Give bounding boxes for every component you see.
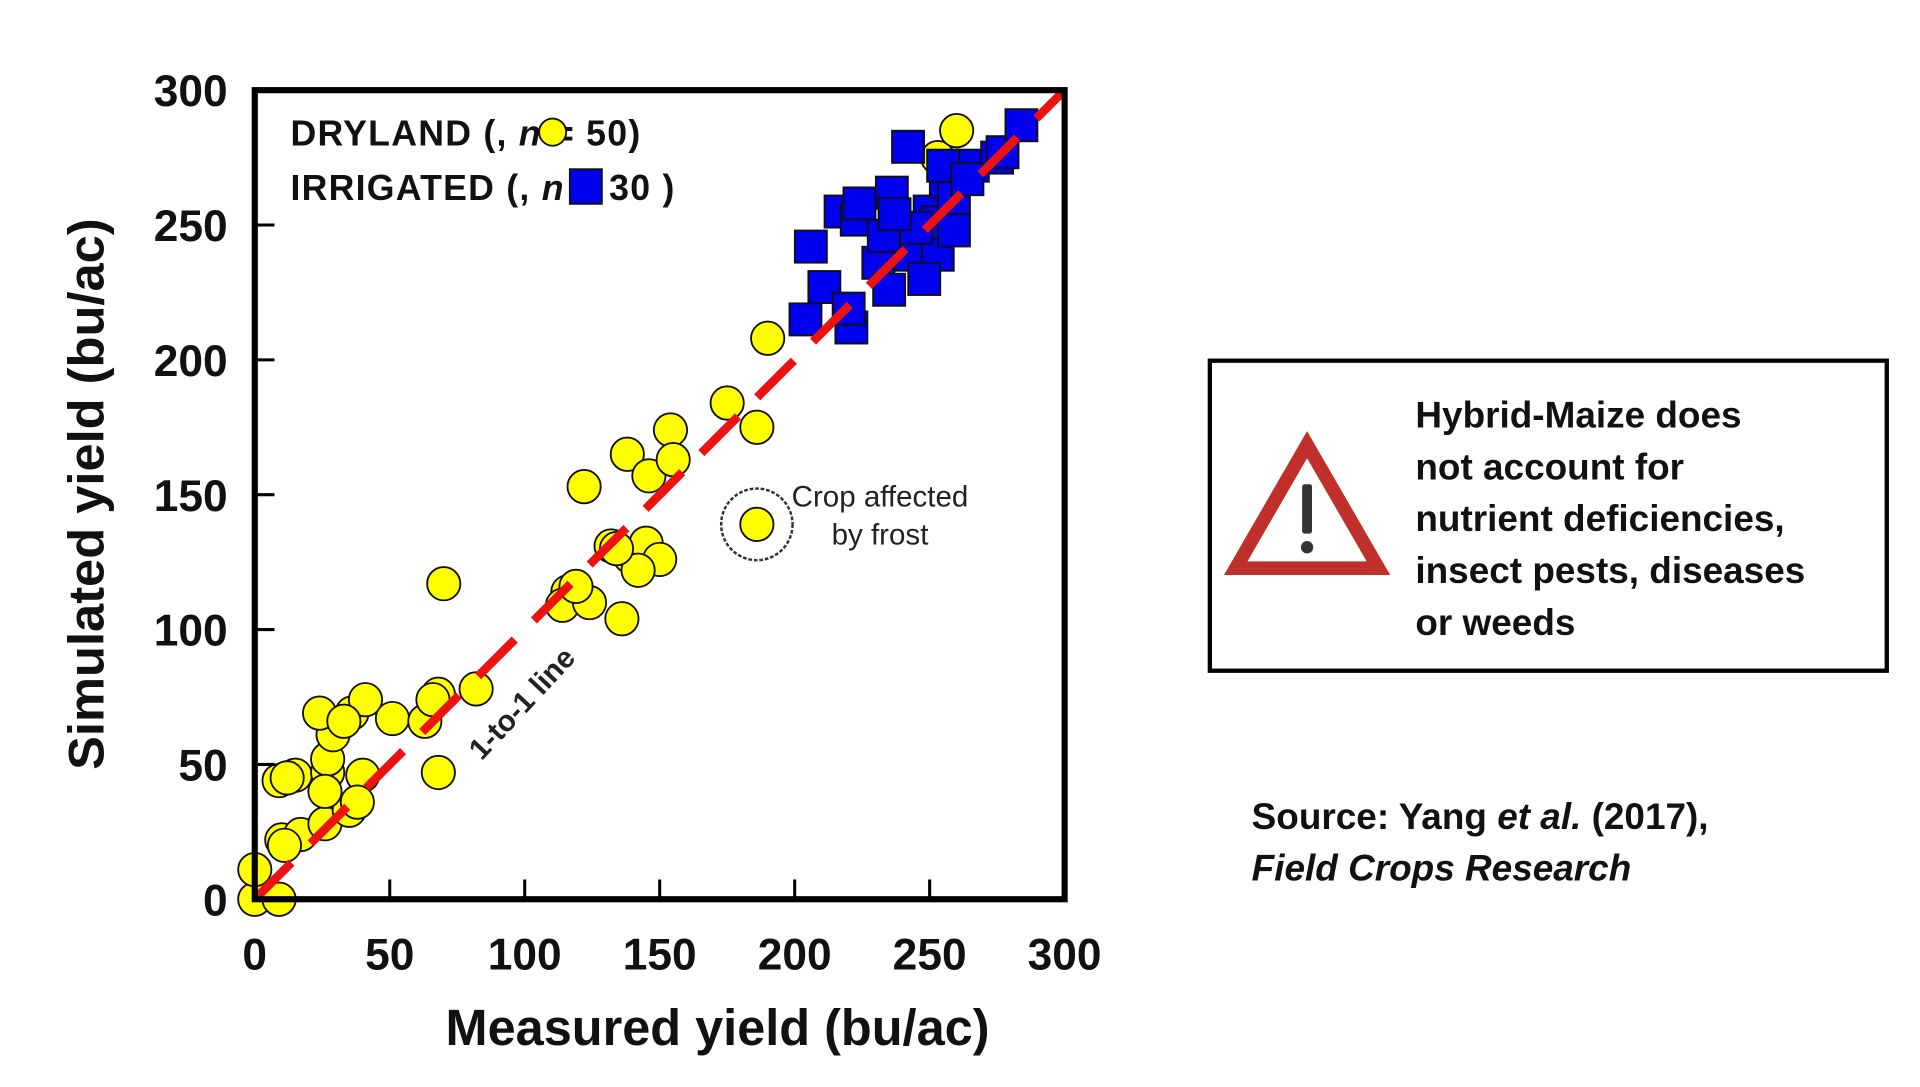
y-tick-label: 300 [154, 67, 228, 116]
legend-dryland-label: DRYLAND [290, 114, 472, 154]
svg-text:IRRIGATED (, n = 30 ): IRRIGATED (, n = 30 ) [290, 168, 675, 208]
dryland-point [609, 436, 645, 472]
frost-highlight-ring [719, 487, 794, 562]
svg-text:DRYLAND (, n = 50): DRYLAND (, n = 50) [290, 114, 641, 154]
y-tick-label: 250 [154, 202, 228, 251]
dryland-point [620, 552, 656, 588]
dryland-point [750, 320, 786, 356]
source-citation: Source: Yang et al. (2017), Field Crops … [1252, 796, 1709, 889]
irrigated-point [937, 213, 971, 248]
dryland-point [426, 566, 462, 602]
dryland-point [566, 469, 602, 505]
warning-triangle-icon [1223, 431, 1391, 575]
x-tick-label: 100 [488, 931, 562, 980]
y-tick-label: 0 [203, 876, 228, 925]
x-tick-label: 0 [242, 931, 267, 980]
legend: DRYLAND (, n = 50) IRRIGATED (, n = 30 ) [290, 114, 675, 208]
dryland-point [374, 700, 410, 737]
warning-line: or weeds [1415, 602, 1575, 643]
dryland-point [420, 754, 456, 791]
dryland-point [269, 760, 305, 796]
svg-text:Source: Yang et al. (2017),: Source: Yang et al. (2017), [1252, 796, 1709, 837]
y-axis-label: Simulated yield (bu/ac) [57, 218, 114, 770]
frost-label-line1: Crop affected [792, 480, 969, 513]
legend-square-icon [568, 168, 603, 205]
irrigated-point [877, 197, 912, 232]
x-axis-label: Measured yield (bu/ac) [446, 999, 990, 1056]
irrigated-point [950, 162, 985, 197]
warning-line: insect pests, diseases [1415, 550, 1805, 591]
y-tick-label: 200 [154, 337, 228, 386]
irrigated-point [788, 302, 823, 337]
legend-irrigated-label: IRRIGATED [290, 168, 495, 208]
irrigated-point [891, 129, 925, 164]
dryland-point [739, 409, 775, 445]
dryland-point [558, 568, 594, 605]
x-tick-label: 250 [893, 931, 967, 980]
irrigated-point [1004, 108, 1039, 143]
x-tick-label: 200 [758, 931, 832, 980]
dryland-point [655, 442, 691, 478]
irrigated-point [793, 229, 828, 264]
dryland-point [709, 385, 745, 421]
legend-circle-icon [538, 117, 568, 147]
dryland-point [266, 827, 303, 863]
one-to-one-line [251, 87, 1068, 903]
source-journal: Field Crops Research [1252, 848, 1632, 889]
y-tick-label: 50 [178, 741, 227, 790]
irrigated-point [842, 186, 877, 221]
dryland-point [739, 506, 775, 542]
dryland-point [307, 773, 343, 809]
y-tick-label: 150 [154, 472, 228, 521]
x-tick-label: 150 [623, 931, 697, 980]
dryland-point [631, 458, 667, 494]
warning-line: not account for [1415, 446, 1684, 487]
axis-ticks: 0 50 100 150 200 250 300 0 50 100 150 200 250 300 [154, 67, 1102, 980]
y-tick-label: 100 [154, 607, 228, 656]
dryland-point [347, 682, 383, 718]
x-tick-label: 50 [365, 931, 414, 980]
irrigated-point [907, 261, 942, 296]
dryland-point [939, 113, 975, 149]
x-tick-label: 300 [1028, 931, 1102, 980]
warning-line: Hybrid-Maize does [1415, 394, 1741, 435]
warning-line: nutrient deficiencies, [1415, 498, 1784, 539]
dryland-point [604, 601, 640, 637]
dryland-point [652, 412, 689, 448]
dryland-point [326, 703, 362, 739]
frost-label-line2: by frost [832, 519, 929, 552]
frost-annotation: Crop affected by frost [719, 480, 969, 562]
warning-box: Hybrid-Maize does not account for nutrie… [1207, 358, 1889, 673]
dryland-point [458, 671, 494, 707]
